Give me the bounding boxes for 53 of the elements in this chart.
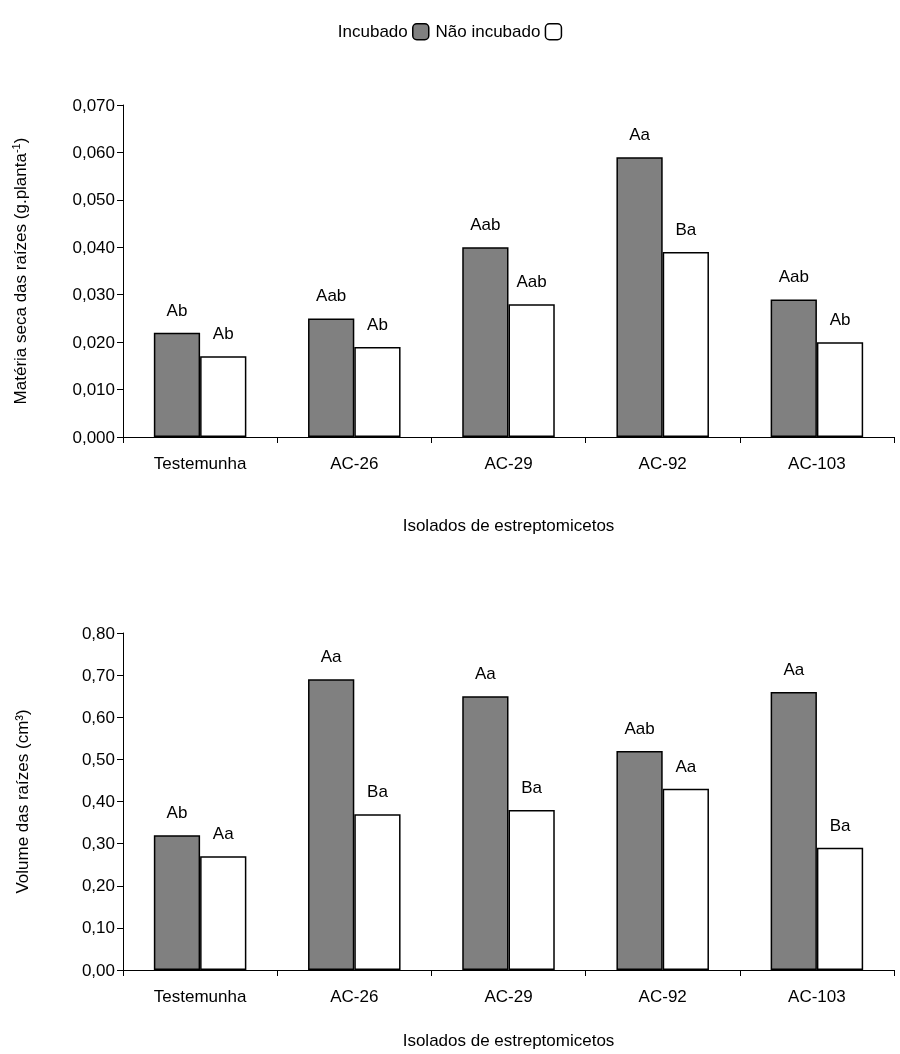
data-label: Aab: [516, 272, 547, 292]
data-label: Aa: [474, 664, 497, 684]
legend-label: Não incubado: [435, 22, 541, 42]
x-tick-label: AC-92: [638, 987, 687, 1006]
data-label: Aa: [675, 756, 697, 776]
y-tick-label: 0,00: [81, 960, 115, 980]
data-label: Aab: [316, 286, 347, 306]
data-label: Aab: [470, 215, 501, 235]
x-tick-label: AC-29: [484, 987, 533, 1006]
data-label: Aa: [320, 647, 343, 667]
y-tick-label: 0,030: [72, 285, 115, 305]
y-tick-label: 0,10: [81, 918, 115, 938]
legend-label: Incubado: [337, 22, 408, 42]
data-label: Ab: [829, 310, 851, 330]
data-label: Aab: [778, 267, 809, 287]
data-label: Ba: [521, 777, 543, 797]
data-label: Aa: [212, 824, 235, 844]
data-label: Aa: [783, 659, 805, 679]
y-tick-label: 0,050: [72, 190, 115, 210]
x-tick-label: AC-26: [330, 987, 379, 1006]
y-tick-label: 0,000: [72, 427, 115, 447]
y-axis-title: Volume das raízes (cm³): [13, 709, 32, 894]
y-tick-label: 0,70: [81, 665, 115, 685]
x-tick-label: AC-103: [788, 987, 846, 1006]
data-label: Ba: [675, 220, 697, 240]
x-tick-label: AC-103: [788, 454, 846, 473]
y-tick-label: 0,010: [72, 380, 115, 400]
y-tick-label: 0,040: [72, 237, 115, 257]
x-axis-title: Isolados de estreptomicetos: [402, 1031, 615, 1050]
y-tick-label: 0,020: [72, 332, 115, 352]
x-tick-label: AC-92: [638, 454, 687, 473]
x-tick-label: Testemunha: [153, 454, 247, 473]
y-tick-label: 0,060: [72, 142, 115, 162]
data-label: Ab: [166, 300, 188, 320]
data-label: Ab: [212, 324, 234, 344]
data-label: Ba: [829, 815, 851, 835]
y-tick-label: 0,070: [72, 95, 115, 115]
y-axis-title: Matéria seca das raízes (g.planta-1): [9, 137, 30, 405]
y-tick-label: 0,30: [81, 834, 115, 854]
y-tick-label: 0,80: [81, 623, 115, 643]
y-tick-label: 0,40: [81, 792, 115, 811]
y-tick-label: 0,50: [81, 749, 115, 769]
data-label: Aa: [629, 125, 651, 145]
x-tick-label: AC-26: [330, 454, 379, 473]
x-tick-label: Testemunha: [153, 987, 247, 1006]
y-tick-label: 0,20: [81, 876, 115, 896]
data-label: Aab: [624, 718, 655, 738]
data-label: Ab: [166, 803, 188, 823]
y-tick-label: 0,60: [81, 707, 115, 727]
x-axis-title: Isolados de estreptomicetos: [402, 516, 615, 535]
x-tick-label: AC-29: [484, 454, 533, 473]
data-label: Ab: [367, 314, 388, 334]
data-label: Ba: [367, 782, 389, 802]
